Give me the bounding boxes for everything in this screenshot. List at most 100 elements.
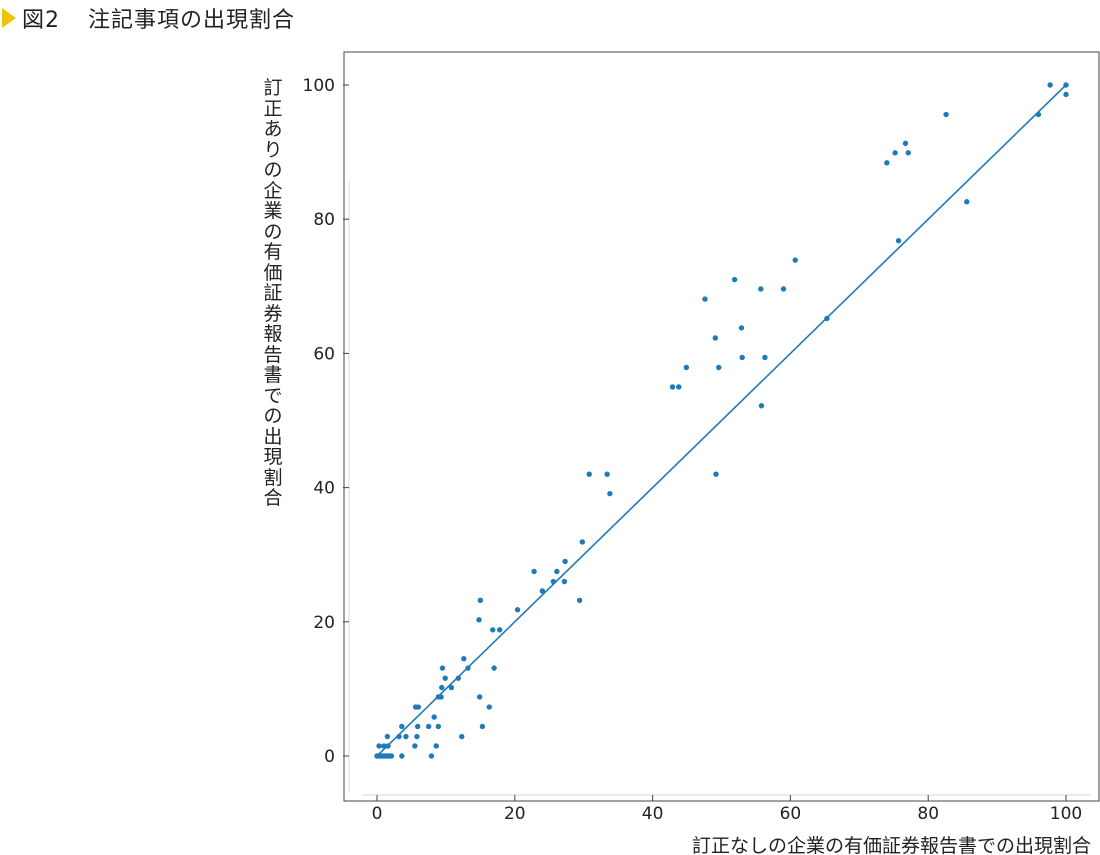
data-point (539, 588, 546, 594)
data-point (439, 665, 446, 671)
data-point (884, 160, 890, 166)
data-point (439, 684, 445, 691)
fit-line (376, 84, 1067, 757)
data-point (486, 704, 493, 710)
y-axis-title-char: の (263, 405, 283, 427)
data-point (455, 675, 462, 681)
data-point (669, 384, 676, 390)
data-point (414, 733, 420, 740)
data-point (491, 665, 497, 671)
data-point (433, 743, 439, 749)
x-tick-label: 0 (372, 804, 383, 824)
y-axis-title-char: 現 (263, 446, 283, 468)
data-point (562, 558, 568, 565)
data-point (461, 656, 467, 662)
data-point (550, 578, 557, 585)
data-point (1063, 82, 1069, 88)
y-axis-title-char: 券 (263, 302, 283, 325)
data-point (943, 111, 949, 118)
data-point (586, 471, 592, 477)
data-point (824, 315, 830, 322)
data-point (428, 753, 435, 759)
data-point (964, 199, 970, 205)
y-tick-label: 80 (313, 210, 335, 230)
data-point (607, 490, 613, 497)
data-point (479, 723, 486, 730)
figure-header: 図2 注記事項の出現割合 (0, 0, 295, 36)
x-axis-title: 訂正なしの企業の有価証券報告書での出現割合 (692, 835, 1091, 855)
data-point (438, 694, 444, 700)
data-point (561, 578, 568, 585)
data-point (683, 364, 690, 371)
data-point (604, 471, 610, 477)
data-point (414, 723, 421, 730)
data-point (1035, 111, 1042, 118)
y-tick-label: 100 (303, 76, 335, 96)
data-point (403, 733, 409, 740)
data-point (388, 753, 395, 759)
data-point (396, 733, 402, 740)
x-tick-group: 0 20 40 60 80 100 (372, 795, 1082, 824)
data-point (459, 733, 465, 740)
y-axis-title-char: 業 (263, 200, 283, 222)
triangle-marker-icon (2, 8, 16, 28)
data-point (554, 568, 560, 575)
y-axis-title-char: 企 (263, 179, 283, 202)
y-axis-title-char: 書 (263, 364, 283, 386)
data-point (425, 723, 432, 730)
y-tick-group: 0 20 40 60 80 100 (303, 76, 349, 767)
data-point (376, 743, 382, 749)
data-point (576, 597, 583, 604)
data-point (412, 743, 418, 749)
y-axis-title-char: 報 (263, 323, 283, 345)
plot-frame (343, 51, 1100, 802)
y-axis-title-char: あ (263, 118, 283, 140)
data-point (477, 597, 484, 604)
y-axis-title-char: で (263, 384, 283, 407)
data-point (399, 723, 405, 730)
y-axis-title-char: 証 (263, 282, 283, 304)
y-axis-title-char: の (263, 220, 283, 243)
data-point (712, 335, 718, 341)
data-point (758, 403, 765, 409)
y-axis-title-char: 有 (263, 241, 283, 263)
y-axis-title: 訂正ありの企業の有価証券報告書での出現割合 (258, 78, 288, 509)
data-point (476, 617, 482, 623)
data-point (431, 714, 437, 720)
data-point (902, 140, 909, 147)
data-point (702, 296, 708, 302)
y-tick-label: 0 (324, 747, 335, 767)
data-point (465, 665, 471, 671)
data-point (579, 539, 586, 545)
data-point (780, 286, 787, 292)
y-tick-label: 60 (313, 344, 335, 364)
data-point (381, 743, 387, 749)
data-points (374, 82, 1069, 759)
data-point (713, 471, 719, 477)
x-tick-label: 100 (1050, 804, 1082, 824)
figure-title: 注記事項の出現割合 (88, 8, 296, 33)
x-tick-label: 40 (642, 804, 664, 824)
data-point (905, 150, 911, 156)
figure-label: 図2 (22, 8, 60, 33)
data-point (435, 723, 442, 730)
y-axis-title-char: 割 (263, 466, 283, 489)
y-tick-label: 40 (313, 479, 335, 499)
y-axis-title-char: り (263, 138, 283, 161)
y-tick-label: 20 (313, 613, 335, 633)
y-axis-title-char: 価 (263, 261, 283, 284)
data-point (739, 354, 745, 361)
y-axis-title-char: の (263, 159, 283, 181)
data-point (1063, 91, 1069, 98)
data-point (762, 354, 768, 361)
data-point (758, 286, 764, 292)
data-point (385, 743, 391, 749)
x-tick-label: 60 (780, 804, 802, 824)
data-point (490, 627, 496, 633)
data-point (442, 675, 448, 681)
y-axis-title-char: 合 (263, 487, 283, 509)
data-point (514, 607, 521, 613)
data-point (895, 237, 902, 244)
data-point (716, 364, 722, 371)
